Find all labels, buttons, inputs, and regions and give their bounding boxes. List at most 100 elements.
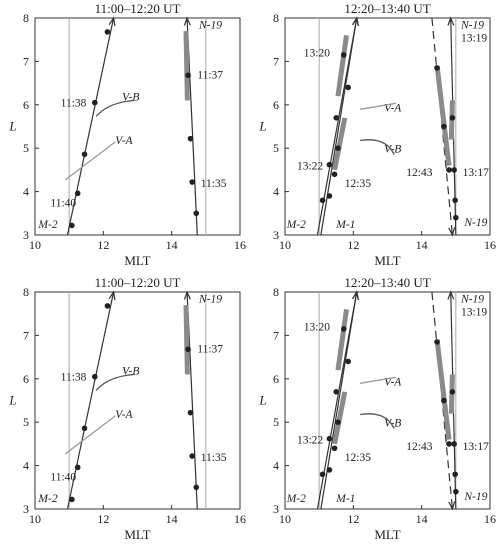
y-tick-label: 8 <box>23 285 29 299</box>
data-point <box>333 115 340 121</box>
satellite-label: N-19 <box>198 294 222 306</box>
satellite-label: N-19 <box>460 294 484 306</box>
highlight-segment <box>434 65 452 166</box>
data-point <box>453 488 459 495</box>
time-label: 13:22 <box>297 435 323 447</box>
data-point <box>104 303 111 309</box>
x-tick-label: 10 <box>279 238 291 252</box>
trajectory-arrowhead <box>352 290 360 300</box>
trajectory-arrowhead <box>448 501 456 511</box>
data-point <box>326 435 333 442</box>
satellite-label: M-1 <box>335 493 355 505</box>
data-point <box>189 453 195 459</box>
data-point <box>446 167 452 173</box>
data-point <box>340 52 347 58</box>
satellite-label: N-19 <box>198 20 222 32</box>
data-point <box>333 389 340 395</box>
time-label: 11:37 <box>197 343 223 355</box>
data-point <box>319 197 326 204</box>
x-tick-label: 16 <box>234 238 246 252</box>
time-label: 12:43 <box>406 441 432 453</box>
data-point <box>187 135 194 142</box>
highlight-segment <box>183 304 190 375</box>
trajectory-arrowhead <box>108 290 116 300</box>
time-label: 11:35 <box>201 178 227 190</box>
chart-panel-1: 11:00–12:20 UT 10 12 14 16 3 4 5 6 7 8 MLT L 11:38 11:… <box>8 1 246 268</box>
x-axis-label: MLT <box>374 253 400 268</box>
time-label: 11:40 <box>50 471 76 483</box>
data-point <box>193 484 200 491</box>
y-tick-label: 4 <box>273 459 279 473</box>
x-tick-label: 16 <box>234 512 246 526</box>
data-point <box>449 115 456 121</box>
trajectory-arrowhead <box>447 290 455 300</box>
velocity-vector <box>64 141 116 181</box>
x-tick-label: 14 <box>416 238 428 252</box>
data-point <box>449 389 456 395</box>
data-point <box>326 161 333 168</box>
data-point <box>335 145 341 151</box>
plot-frame <box>34 291 241 510</box>
highlight-segment <box>183 30 190 101</box>
trajectory-arrowhead <box>352 16 360 26</box>
time-label: 11:37 <box>197 69 223 81</box>
velocity-label: V-B <box>122 91 139 103</box>
y-tick-label: 5 <box>23 415 29 429</box>
y-tick-label: 5 <box>273 415 279 429</box>
velocity-label: V-A <box>115 135 133 147</box>
highlight-segment <box>332 391 348 445</box>
chart-title: 12:20–13:40 UT <box>344 1 430 16</box>
data-point <box>81 425 88 432</box>
x-axis-label: MLT <box>374 527 400 542</box>
data-point <box>326 193 333 199</box>
data-point <box>441 123 447 130</box>
time-label: 13:19 <box>461 307 487 319</box>
velocity-vector <box>359 139 395 155</box>
x-tick-label: 10 <box>29 512 41 526</box>
x-tick-label: 14 <box>166 512 178 526</box>
data-point <box>451 441 457 447</box>
data-point <box>69 222 75 229</box>
y-tick-label: 4 <box>273 185 279 199</box>
plot-frame <box>284 17 491 236</box>
satellite-label: N-19 <box>463 217 487 229</box>
chart-title: 11:00–12:20 UT <box>95 1 181 16</box>
y-tick-label: 3 <box>23 502 29 516</box>
data-point <box>185 72 191 79</box>
y-tick-label: 5 <box>273 141 279 155</box>
time-label: 12:43 <box>406 167 432 179</box>
satellite-label: N-19 <box>460 20 484 32</box>
satellite-label: N-19 <box>463 491 487 503</box>
velocity-vector <box>359 413 395 429</box>
x-tick-label: 12 <box>97 512 109 526</box>
highlight-segment <box>434 339 452 440</box>
y-tick-label: 6 <box>273 98 279 112</box>
time-label: 11:38 <box>61 372 87 384</box>
data-point <box>187 409 194 416</box>
trajectory-arrowhead <box>183 290 191 300</box>
trajectory-arrowhead <box>447 16 455 26</box>
data-point <box>189 179 195 185</box>
trajectory-arrowhead <box>183 16 191 26</box>
y-axis-label: L <box>8 119 16 134</box>
data-point <box>335 419 341 426</box>
data-point <box>185 346 191 353</box>
data-point <box>331 445 338 452</box>
data-point <box>74 464 81 471</box>
time-label: 12:35 <box>345 178 371 190</box>
time-label: 12:35 <box>345 452 371 464</box>
y-tick-label: 8 <box>23 11 29 25</box>
time-label: 13:17 <box>463 441 489 453</box>
velocity-label: V-A <box>384 102 402 114</box>
trajectory-line <box>66 291 115 510</box>
data-point <box>331 171 338 178</box>
y-tick-label: 6 <box>273 372 279 386</box>
y-tick-label: 6 <box>23 372 29 386</box>
x-tick-label: 14 <box>166 238 178 252</box>
highlight-segment <box>332 117 348 171</box>
data-point <box>446 441 452 447</box>
data-point <box>91 99 98 106</box>
x-tick-label: 14 <box>416 512 428 526</box>
y-tick-label: 8 <box>273 11 279 25</box>
data-point <box>434 339 440 345</box>
